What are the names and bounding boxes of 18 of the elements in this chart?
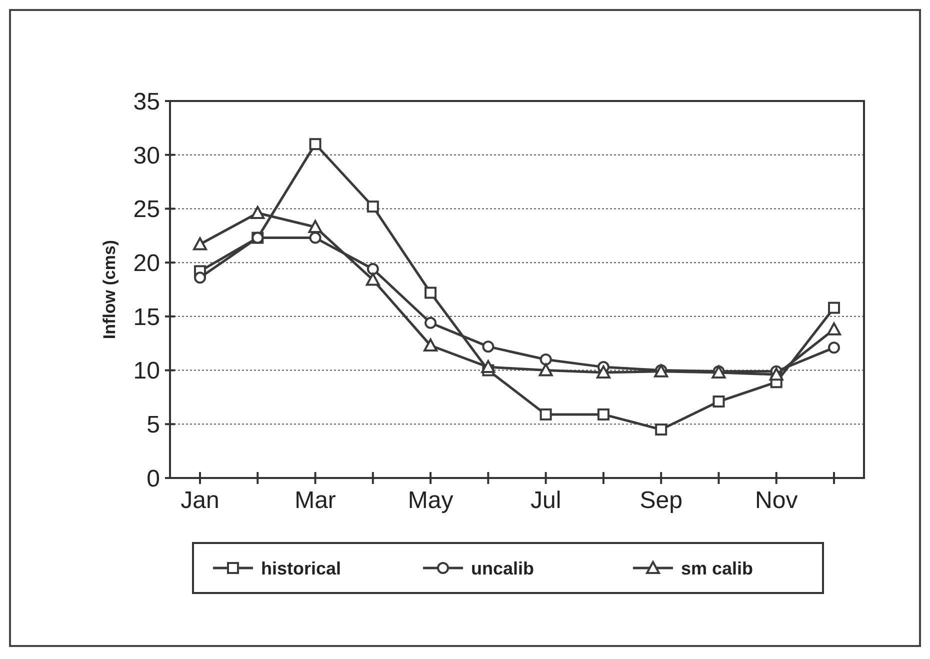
y-tick-label: 35 (133, 88, 160, 116)
y-axis-title: Inflow (cms) (100, 240, 119, 340)
x-tick-label: Jul (530, 487, 562, 514)
y-tick-label: 15 (133, 304, 160, 331)
x-tick-label: Jan (180, 487, 220, 514)
x-tick-label: Nov (755, 487, 798, 514)
x-tick-label: Sep (640, 487, 682, 514)
y-tick-label: 5 (146, 412, 160, 439)
y-tick-label: 30 (133, 142, 160, 170)
legend-label: sm calib (681, 558, 754, 578)
y-tick-label: 25 (133, 196, 160, 224)
legend-label: uncalib (471, 558, 534, 578)
legend-label: historical (261, 558, 342, 578)
x-tick-label: Mar (294, 487, 336, 514)
y-tick-label: 20 (133, 250, 160, 277)
y-tick-label: 0 (146, 465, 160, 492)
x-tick-label: May (408, 487, 454, 514)
y-tick-label: 10 (133, 358, 160, 385)
